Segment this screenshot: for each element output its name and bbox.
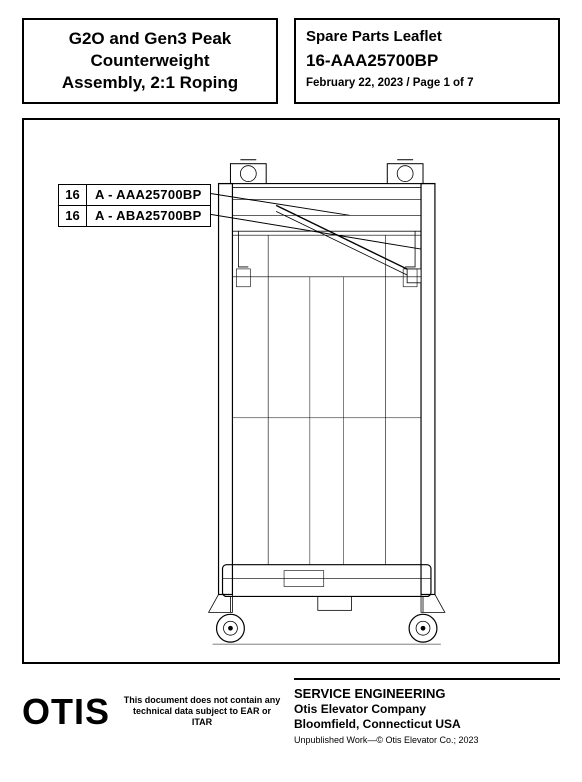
footer-row: OTIS This document does not contain any … [22,678,560,745]
title-box: G2O and Gen3 Peak Counterweight Assembly… [22,18,278,104]
title-line2: Counterweight [34,50,266,72]
callout-number: 16 [59,206,87,226]
disclaimer-line2: technical data subject to EAR or ITAR [133,706,271,727]
otis-logo: OTIS [22,694,110,730]
callout-number: 16 [59,185,87,205]
header-row: G2O and Gen3 Peak Counterweight Assembly… [22,18,560,104]
callout-row: 16 A - AAA25700BP [58,184,211,206]
callout-tags: 16 A - AAA25700BP 16 A - ABA25700BP [58,184,211,227]
callout-code: A - AAA25700BP [87,185,210,205]
diagram-box: 16 A - AAA25700BP 16 A - ABA25700BP [22,118,560,664]
disclaimer-line1: This document does not contain any [124,695,281,705]
footer-dept: SERVICE ENGINEERING [294,686,560,701]
doc-type: Spare Parts Leaflet [306,28,548,45]
title-line1: G2O and Gen3 Peak [34,28,266,50]
doc-date-page: February 22, 2023 / Page 1 of 7 [306,77,548,89]
doc-number: 16-AAA25700BP [306,51,548,71]
callout-code: A - ABA25700BP [87,206,210,226]
docinfo-box: Spare Parts Leaflet 16-AAA25700BP Februa… [294,18,560,104]
footer-location: Bloomfield, Connecticut USA [294,717,560,731]
footer-right: SERVICE ENGINEERING Otis Elevator Compan… [294,678,560,745]
footer-company: Otis Elevator Company [294,702,560,716]
footer-copyright: Unpublished Work—© Otis Elevator Co.; 20… [294,735,560,745]
callout-row: 16 A - ABA25700BP [58,205,211,227]
disclaimer: This document does not contain any techn… [122,695,282,729]
title-line3: Assembly, 2:1 Roping [34,72,266,94]
